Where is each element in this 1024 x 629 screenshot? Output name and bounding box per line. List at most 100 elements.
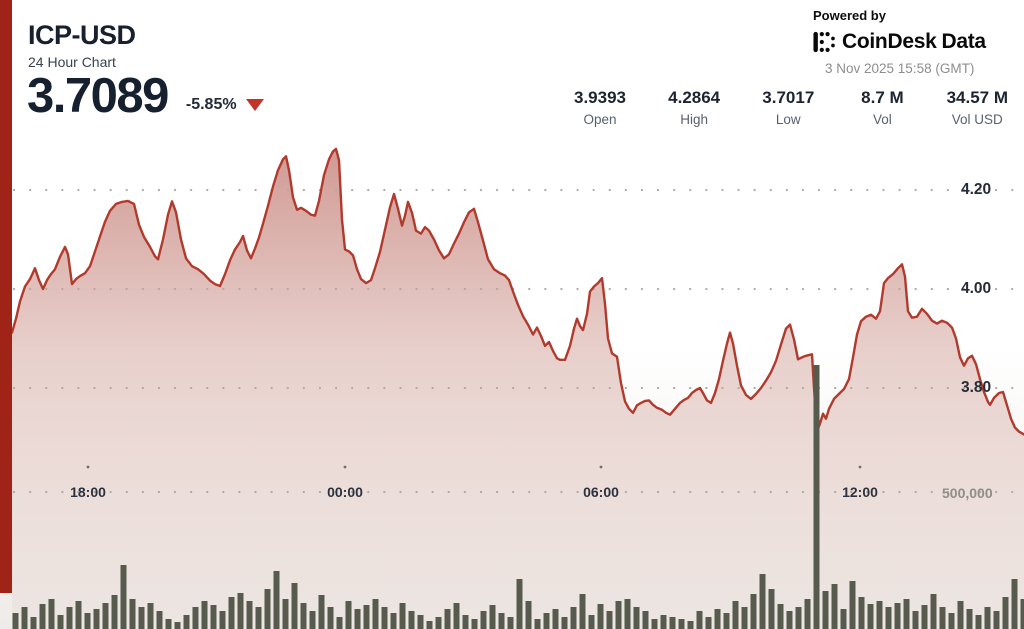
- volume-bar: [678, 619, 685, 629]
- volume-bar: [210, 605, 217, 629]
- volume-bar: [516, 579, 523, 629]
- volume-bar: [615, 601, 622, 629]
- volume-bar: [138, 607, 145, 629]
- volume-bar: [291, 583, 298, 629]
- chart-subtitle: 24 Hour Chart: [28, 54, 116, 70]
- volume-bar: [363, 605, 370, 629]
- stat-label: High: [680, 112, 709, 127]
- volume-bar: [534, 619, 541, 629]
- stat-value: 34.57 M: [946, 88, 1008, 107]
- volume-bar: [957, 601, 964, 629]
- powered-by-label: Powered by: [813, 8, 886, 23]
- stat-high: 4.2864 High: [664, 88, 724, 127]
- volume-bar: [993, 611, 1000, 629]
- volume-bar: [930, 594, 937, 629]
- volume-bar: [246, 601, 253, 629]
- volume-bar: [588, 615, 595, 629]
- volume-bar: [597, 604, 604, 629]
- stat-label: Vol: [873, 112, 892, 127]
- volume-bar-spike: [813, 365, 820, 629]
- volume-bar: [804, 599, 811, 629]
- volume-bar: [894, 603, 901, 629]
- volume-bar: [912, 611, 919, 629]
- volume-bar: [84, 613, 91, 629]
- volume-bar: [885, 607, 892, 629]
- price-area-fill: [12, 148, 1024, 629]
- volume-bar: [390, 613, 397, 629]
- volume-bar: [489, 605, 496, 629]
- volume-bar: [156, 611, 163, 629]
- volume-bar: [1011, 579, 1018, 629]
- volume-bar: [327, 607, 334, 629]
- volume-bar: [201, 601, 208, 629]
- volume-bar: [219, 611, 226, 629]
- volume-bar: [21, 607, 28, 629]
- volume-bars: [12, 365, 1024, 629]
- volume-bar: [444, 609, 451, 629]
- volume-bar: [984, 607, 991, 629]
- stat-value: 3.7017: [762, 88, 815, 107]
- volume-bar: [696, 611, 703, 629]
- stat-low: 3.7017 Low: [758, 88, 818, 127]
- volume-bar: [309, 611, 316, 629]
- volume-bar: [750, 594, 757, 629]
- volume-bar: [93, 609, 100, 629]
- volume-bar: [183, 615, 190, 629]
- volume-bar: [408, 611, 415, 629]
- volume-bar: [399, 603, 406, 629]
- volume-bar: [867, 604, 874, 629]
- current-price: 3.7089: [27, 69, 169, 123]
- volume-bar: [660, 615, 667, 629]
- powered-by-block: Powered by CoinDesk Data 3 Nov 2025 15:58…: [813, 8, 1009, 76]
- coindesk-data-logo[interactable]: CoinDesk Data: [813, 30, 1009, 54]
- volume-bar: [300, 603, 307, 629]
- y-axis-tick-label: 4.00: [961, 280, 992, 297]
- volume-bar: [570, 607, 577, 629]
- volume-bar: [174, 622, 181, 629]
- stat-label: Low: [775, 112, 801, 127]
- volume-bar: [111, 595, 118, 629]
- volume-bar: [147, 603, 154, 629]
- volume-bar: [975, 615, 982, 629]
- volume-bar: [543, 613, 550, 629]
- volume-bar: [939, 607, 946, 629]
- volume-bar: [480, 611, 487, 629]
- stat-value: 4.2864: [668, 88, 721, 107]
- x-axis-time-label: 18:00: [70, 484, 106, 500]
- volume-bar: [498, 613, 505, 629]
- volume-axis-label: 500,000: [942, 485, 993, 501]
- volume-bar: [57, 615, 64, 629]
- x-axis-time-label: 00:00: [327, 484, 363, 500]
- volume-bar: [75, 601, 82, 629]
- volume-bar: [462, 615, 469, 629]
- grid-dotted-lines: [12, 188, 1024, 494]
- change-percent: -5.85%: [185, 96, 237, 113]
- volume-bar: [453, 603, 460, 629]
- volume-bar: [165, 619, 172, 629]
- volume-bar: [30, 617, 37, 629]
- volume-bar: [687, 621, 694, 629]
- y-axis-tick-label: 3.80: [961, 379, 992, 396]
- volume-bar: [525, 601, 532, 629]
- price-line: [10, 147, 1024, 436]
- logo-word-coindesk: CoinDesk: [842, 30, 937, 53]
- chart-timestamp: 3 Nov 2025 15:58 (GMT): [825, 61, 975, 76]
- stat-value: 3.9393: [574, 88, 626, 107]
- volume-bar: [273, 571, 280, 629]
- x-axis-time-label: 12:00: [842, 484, 878, 500]
- stat-vol-usd: 34.57 M Vol USD: [947, 88, 1008, 127]
- ohlc-stats-row: 3.9393 Open 4.2864 High 3.7017 Low 8.7 M Vol 34.…: [570, 88, 1008, 127]
- volume-bar: [768, 589, 775, 629]
- logo-word-data: Data: [941, 30, 986, 53]
- volume-bar: [651, 619, 658, 629]
- volume-bar: [264, 589, 271, 629]
- volume-bar: [129, 599, 136, 629]
- volume-bar: [552, 609, 559, 629]
- volume-bar: [903, 599, 910, 629]
- volume-bar: [579, 594, 586, 629]
- volume-bar: [282, 599, 289, 629]
- volume-bar: [633, 607, 640, 629]
- volume-bar: [723, 613, 730, 629]
